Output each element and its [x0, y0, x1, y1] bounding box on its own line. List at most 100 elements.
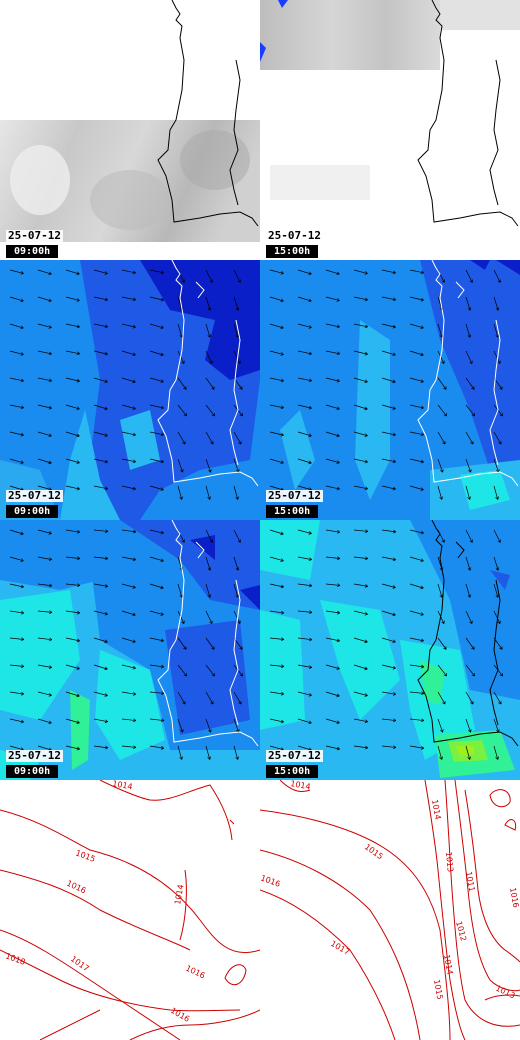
wind-arrowhead [309, 610, 313, 614]
wind-arrowhead [20, 719, 24, 724]
wind-arrowhead [132, 379, 136, 384]
wind-arrow [381, 269, 396, 274]
wind-arrow [269, 664, 284, 667]
wind-arrow [121, 350, 136, 356]
wind-arrowhead [48, 298, 52, 303]
wind-arrow [205, 458, 211, 473]
wind-arrowhead [76, 746, 80, 751]
wind-arrow [381, 691, 396, 695]
wind-arrowhead [104, 611, 108, 616]
wind-arrow [493, 431, 502, 445]
wind-arrow [205, 664, 215, 677]
wind-arrowhead [104, 351, 108, 356]
wind-arrowhead [280, 352, 284, 356]
wind-arrowhead [160, 530, 164, 535]
wind-arrow [269, 404, 284, 409]
wind-arrowhead [48, 720, 52, 725]
wind-arrowhead [498, 441, 502, 445]
wind-arrowhead [48, 693, 52, 697]
wind-arrowhead [443, 386, 447, 390]
wind-arrow [177, 583, 183, 598]
wind-arrowhead [439, 496, 443, 500]
wind-arrowhead [280, 584, 284, 589]
wind-arrow [297, 296, 312, 302]
wind-arrowhead [20, 610, 25, 615]
wind-arrow [233, 583, 239, 598]
wind-arrowhead [20, 460, 24, 465]
wind-arrow [325, 637, 340, 642]
wind-arrow [465, 431, 474, 445]
wind-arrowhead [181, 360, 185, 364]
wind-arrow [233, 350, 241, 364]
wind-arrowhead [207, 334, 212, 338]
wind-arrow [93, 296, 108, 301]
wind-arrow [149, 664, 164, 668]
wind-arrowhead [497, 360, 501, 364]
time-label: 15:00h [266, 245, 319, 258]
wind-arrow [205, 691, 214, 705]
wind-arrowhead [420, 664, 425, 669]
wind-arrow [65, 529, 80, 533]
wind-arrow [269, 745, 284, 751]
wind-arrow [325, 377, 340, 382]
wind-arrow [325, 296, 340, 301]
wind-arrowhead [392, 557, 396, 562]
wind-arrow [465, 350, 473, 364]
wind-arrowhead [420, 746, 425, 750]
isobar-label: 1016 [508, 887, 520, 909]
wind-arrow [325, 323, 340, 328]
wind-arrow [149, 485, 164, 491]
wind-arrow [37, 691, 52, 696]
wind-arrow [37, 458, 52, 464]
wind-arrow [233, 529, 241, 543]
wind-arrow [233, 458, 239, 473]
wind-arrowhead [308, 460, 312, 465]
wind-arrowhead [20, 298, 24, 303]
wind-arrow [493, 350, 501, 364]
wind-arrowhead [21, 637, 25, 642]
wind-arrow [437, 691, 446, 705]
wind-arrowhead [160, 379, 164, 383]
wind-arrowhead [308, 665, 313, 669]
wind-arrow [493, 691, 502, 705]
wind-arrow [465, 718, 471, 733]
wind-arrowhead [104, 745, 109, 750]
wind-arrow [409, 431, 424, 436]
wind-arrowhead [441, 620, 445, 624]
date-label: 25-07-12 [266, 749, 323, 762]
wind-arrowhead [160, 459, 164, 464]
wind-arrow [177, 377, 187, 390]
wind-arrow [149, 404, 164, 409]
wind-arrow [121, 718, 136, 721]
wind-arrowhead [280, 610, 285, 615]
wind-arrow [233, 323, 239, 338]
wind-arrowhead [76, 271, 80, 276]
wind-arrowhead [104, 639, 108, 644]
coastline [157, 0, 259, 227]
wind-arrow [9, 718, 24, 723]
wind-arrowhead [210, 701, 214, 705]
wind-arrowhead [76, 298, 80, 302]
wind-arrow [177, 404, 187, 417]
wind-arrow [269, 269, 284, 274]
wind-arrowhead [308, 298, 312, 303]
wind-arrowhead [160, 638, 164, 643]
isobar-label: 1013 [444, 851, 455, 872]
wind-arrow [233, 691, 242, 705]
wind-arrow [149, 718, 164, 721]
wind-arrow [205, 556, 211, 571]
wind-arrowhead [237, 279, 241, 283]
wind-arrowhead [495, 307, 500, 311]
wind-arrow [353, 350, 368, 355]
wind-panel-b-0900: 25-07-12 09:00h [0, 520, 260, 780]
wind-arrowhead [440, 729, 444, 733]
wind-arrow [353, 458, 368, 463]
wind-arrowhead [160, 664, 165, 669]
wind-arrow [121, 458, 136, 463]
wind-arrowhead [48, 460, 52, 465]
wind-arrowhead [180, 729, 184, 733]
wind-arrowhead [497, 279, 501, 283]
wind-arrow [65, 718, 80, 724]
wind-arrow [325, 691, 340, 697]
wind-arrowhead [209, 360, 213, 364]
